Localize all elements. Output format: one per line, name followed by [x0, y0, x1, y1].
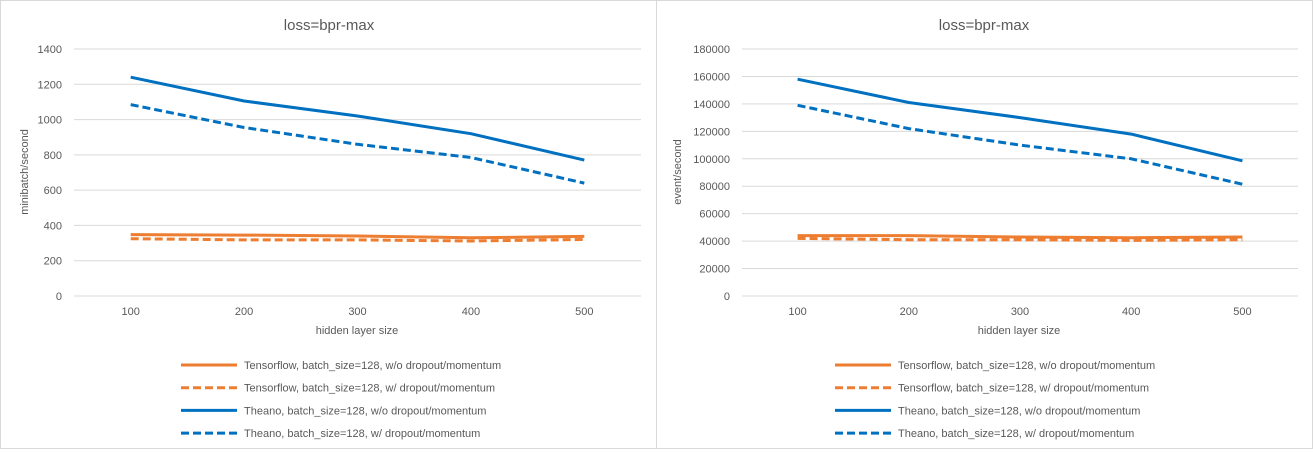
- x-tick-label: 400: [462, 306, 480, 318]
- chart-panel-events: loss=bpr-max 0 20000 40000 60000 80000 100000…: [656, 0, 1313, 449]
- x-tick-label: 300: [348, 306, 366, 318]
- y-tick-label: 100000: [693, 154, 730, 166]
- y-tick-label: 400: [44, 220, 62, 232]
- y-tick-label: 200: [44, 256, 62, 268]
- legend-label: Theano, batch_size=128, w/o dropout/mome…: [244, 405, 486, 417]
- series-line: [797, 234, 1243, 240]
- legend-label: Theano, batch_size=128, w/o dropout/mome…: [898, 405, 1140, 417]
- x-tick-label: 100: [122, 306, 140, 318]
- x-tick-label: 200: [235, 306, 253, 318]
- y-tick-label: 1400: [38, 44, 62, 56]
- y-tick-label: 800: [44, 150, 62, 162]
- x-axis-label: hidden layer size: [316, 325, 399, 337]
- y-axis-label: event/second: [672, 139, 684, 204]
- x-tick-label: 400: [1122, 306, 1140, 318]
- y-tick-label: 160000: [693, 71, 730, 83]
- y-tick-label: 60000: [699, 209, 730, 221]
- x-tick-label: 300: [1011, 306, 1029, 318]
- y-tick-label: 120000: [693, 126, 730, 138]
- series-line: [797, 236, 1243, 242]
- legend-label: Tensorflow, batch_size=128, w/o dropout/…: [898, 360, 1155, 372]
- y-tick-label: 80000: [699, 181, 730, 193]
- legend-label: Theano, batch_size=128, w/ dropout/momen…: [244, 428, 480, 440]
- series-line: [130, 233, 585, 240]
- y-tick-label: 20000: [699, 264, 730, 276]
- y-tick-label: 140000: [693, 99, 730, 111]
- y-tick-label: 180000: [693, 44, 730, 56]
- x-axis-label: hidden layer size: [978, 325, 1061, 337]
- series-line: [130, 75, 585, 162]
- legend-label: Tensorflow, batch_size=128, w/ dropout/m…: [898, 383, 1149, 395]
- x-tick-label: 200: [900, 306, 918, 318]
- chart-events-per-second: loss=bpr-max 0 20000 40000 60000 80000 100000…: [672, 17, 1298, 440]
- y-tick-label: 1200: [38, 79, 62, 91]
- chart-panel-minibatch: loss=bpr-max 0 200 400 600 800 1000 1200 1400 10…: [0, 0, 657, 449]
- chart-title: loss=bpr-max: [284, 17, 375, 34]
- legend-label: Tensorflow, batch_size=128, w/o dropout/…: [244, 360, 501, 372]
- series-line: [130, 237, 585, 243]
- series-line: [797, 103, 1243, 186]
- legend-label: Theano, batch_size=128, w/ dropout/momen…: [898, 428, 1134, 440]
- series-line: [130, 103, 585, 185]
- y-tick-label: 40000: [699, 236, 730, 248]
- y-tick-label: 0: [56, 291, 62, 303]
- y-tick-label: 1000: [38, 115, 62, 127]
- x-tick-label: 500: [575, 306, 593, 318]
- legend-label: Tensorflow, batch_size=128, w/ dropout/m…: [244, 383, 495, 395]
- chart-minibatch-per-second: loss=bpr-max 0 200 400 600 800 1000 1200 1400 10…: [19, 17, 641, 440]
- y-axis-label: minibatch/second: [19, 129, 31, 215]
- series-line: [797, 77, 1243, 163]
- chart-title: loss=bpr-max: [939, 17, 1030, 34]
- x-tick-label: 100: [788, 306, 806, 318]
- y-tick-label: 600: [44, 185, 62, 197]
- y-tick-label: 0: [724, 291, 730, 303]
- x-tick-label: 500: [1233, 306, 1251, 318]
